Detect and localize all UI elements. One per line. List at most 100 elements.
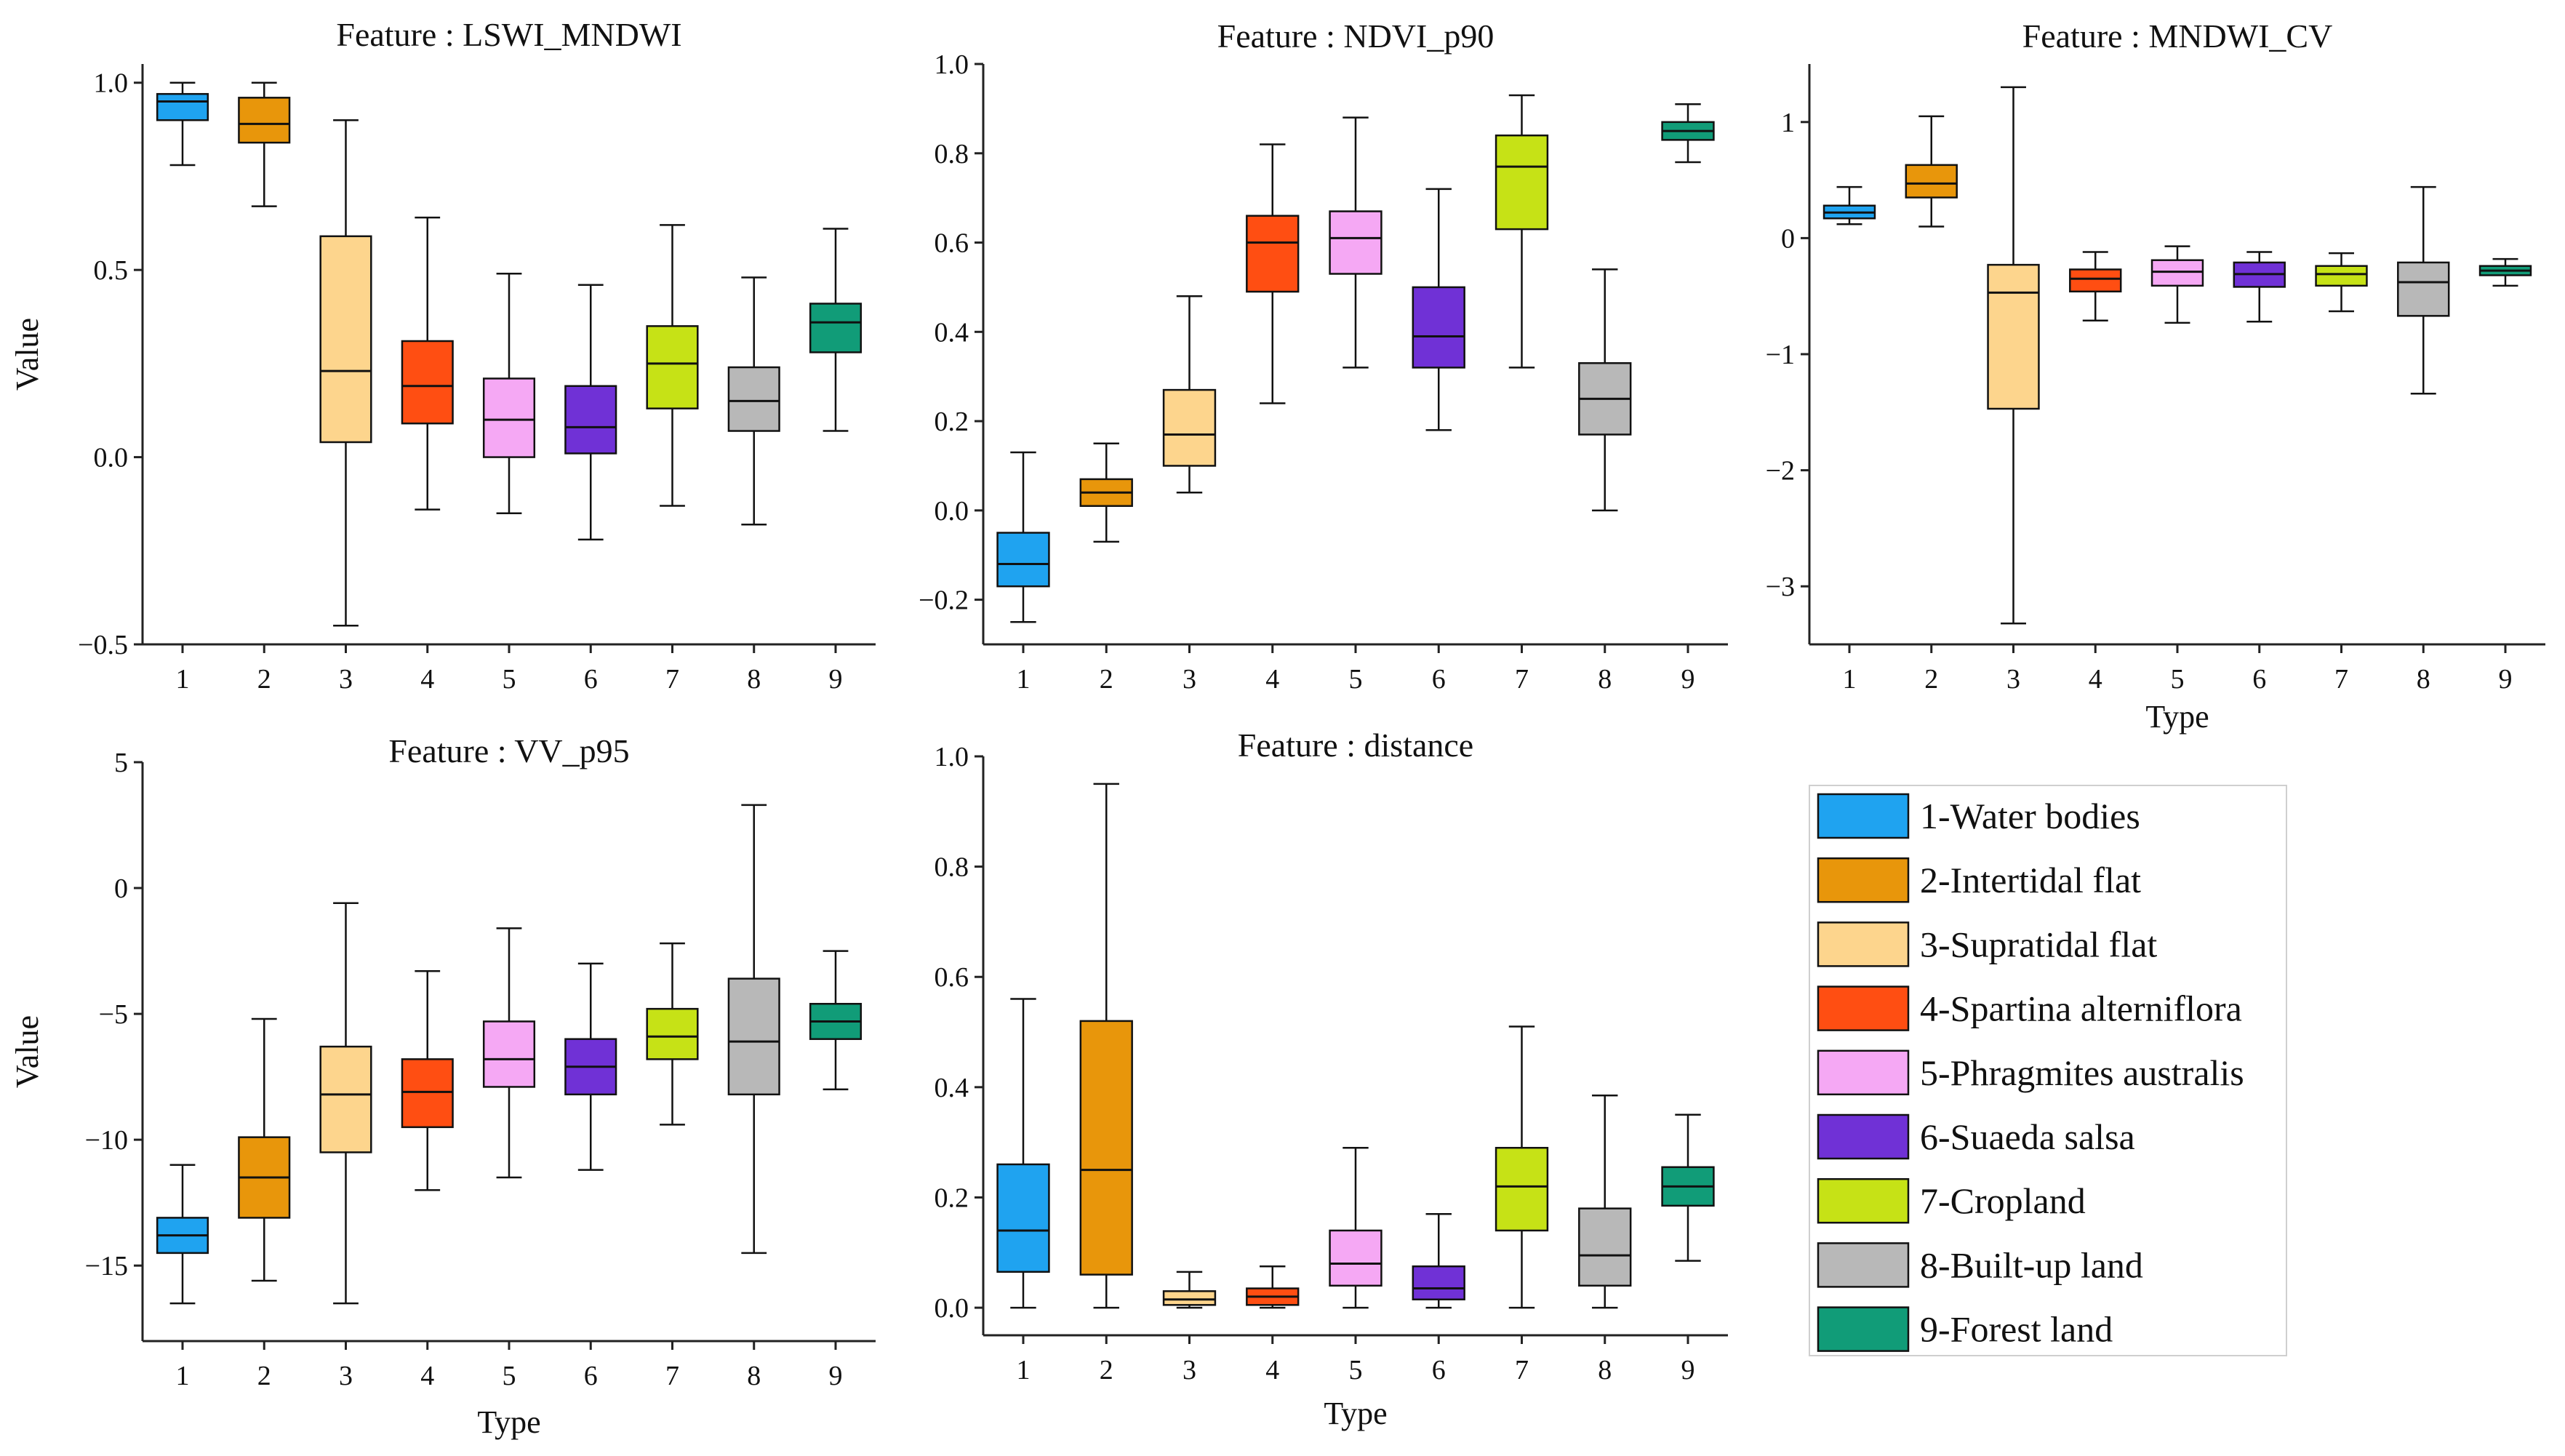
box-iqr [238,97,291,144]
y-axis-title: Value [9,318,45,391]
legend-item-5: 5-Phragmites australis [1817,1049,2244,1096]
legend-label: 8-Built-up land [1920,1244,2143,1285]
box-iqr [996,532,1050,588]
box-3 [319,119,372,627]
legend-label: 7-Cropland [1920,1180,2086,1221]
legend-swatch [1817,1113,1910,1160]
legend-swatch [1817,1242,1910,1288]
box-iqr [727,366,780,432]
x-tick-label: 2 [1100,1355,1113,1385]
legend-item-1: 1-Water bodies [1817,793,2140,839]
legend: 1-Water bodies 2-Intertidal flat 3-Suprati… [1809,785,2287,1356]
x-tick-label: 7 [2334,664,2348,695]
x-tick-label: 1 [176,664,190,695]
legend-swatch [1817,985,1910,1031]
x-tick-label: 6 [584,664,598,695]
legend-swatch [1817,1049,1910,1096]
box-iqr [1162,1290,1217,1306]
legend-swatch [1817,1177,1910,1224]
box-7 [2315,252,2368,313]
box-3 [319,902,372,1305]
box-9 [809,950,863,1091]
y-tick-label: 0.8 [935,852,969,883]
panel-title: Feature : MNDWI_CV [2022,17,2333,55]
x-tick-label: 4 [2089,664,2102,695]
y-tick-label: −10 [85,1125,128,1156]
box-5 [1329,1146,1382,1309]
box-iqr [1987,263,2040,410]
box-6 [1412,188,1465,431]
y-axis-title: Value [9,1015,45,1088]
box-8 [727,804,780,1255]
box-1 [156,1164,209,1305]
x-tick-label: 6 [1432,1355,1446,1385]
box-iqr [319,235,372,444]
box-iqr [482,1020,536,1088]
box-2 [238,1017,291,1282]
box-4 [401,970,454,1191]
x-tick-label: 2 [1100,664,1113,695]
legend-item-3: 3-Supratidal flat [1817,921,2157,967]
box-4 [1246,143,1300,404]
x-tick-label: 4 [1265,1355,1279,1385]
box-iqr [1329,1229,1382,1287]
box-iqr [319,1045,372,1153]
legend-label: 4-Spartina alterniflora [1920,988,2242,1029]
box-1 [1822,185,1876,225]
y-tick-label: 0.6 [935,228,969,259]
y-tick-label: −5 [99,999,128,1030]
box-8 [1578,268,1632,512]
box-iqr [727,977,780,1096]
y-tick-label: 0.5 [94,255,129,286]
legend-item-4: 4-Spartina alterniflora [1817,985,2242,1031]
legend-label: 6-Suaeda salsa [1920,1116,2135,1157]
x-tick-label: 9 [829,664,843,695]
box-iqr [401,1058,454,1129]
box-6 [564,962,617,1171]
box-2 [238,81,291,207]
y-tick-label: −0.2 [919,585,969,616]
panel-vv-p95: −15 −10 −5 0 5 1 2 3 4 5 6 7 8 9 Feature : VV_p95 Type V… [9,732,876,1440]
x-tick-label: 4 [420,1361,434,1391]
box-4 [1246,1265,1300,1309]
x-tick-label: 8 [747,664,761,695]
x-tick-label: 1 [1017,1355,1031,1385]
box-1 [996,451,1050,623]
box-iqr [646,1007,699,1060]
x-tick-label: 9 [1681,664,1695,695]
panel-mndwi-cv: −3 −2 −1 0 1 1 2 3 4 5 6 7 8 9 Feature : MNDWI_CV Type [1766,17,2545,735]
y-tick-label: 0.4 [935,1073,969,1103]
y-tick-label: −0.5 [78,630,128,660]
y-tick-label: 0.8 [935,139,969,169]
legend-label: 9-Forest land [1920,1309,2113,1350]
x-tick-label: 9 [2499,664,2513,695]
legend-label: 1-Water bodies [1920,796,2140,836]
x-tick-label: 5 [2171,664,2185,695]
box-8 [1578,1094,1632,1309]
box-iqr [996,1163,1050,1273]
box-8 [727,276,780,526]
x-tick-label: 1 [1017,664,1031,695]
x-tick-label: 7 [1515,664,1529,695]
box-2 [1079,442,1133,543]
x-tick-label: 1 [176,1361,190,1391]
legend-item-8: 8-Built-up land [1817,1242,2143,1288]
box-1 [156,81,209,167]
box-7 [646,942,699,1126]
x-tick-label: 5 [1349,664,1363,695]
box-iqr [1494,1146,1549,1232]
x-tick-label: 6 [584,1361,598,1391]
y-tick-label: 0.4 [935,317,969,348]
x-tick-label: 2 [257,1361,271,1391]
x-tick-label: 8 [2417,664,2430,695]
box-2 [1079,783,1133,1309]
panel-lswi-mndwi: −0.5 0.0 0.5 1.0 1 2 3 4 5 6 7 8 9 Feature : LSWI_MND… [9,16,876,695]
box-5 [1329,116,1382,369]
y-tick-label: −2 [1766,456,1795,487]
box-iqr [1494,134,1549,231]
x-tick-label: 3 [2006,664,2020,695]
x-tick-label: 8 [1598,664,1612,695]
box-9 [1661,1113,1715,1262]
x-axis-title: Type [1324,1396,1387,1431]
x-tick-label: 3 [1183,1355,1196,1385]
